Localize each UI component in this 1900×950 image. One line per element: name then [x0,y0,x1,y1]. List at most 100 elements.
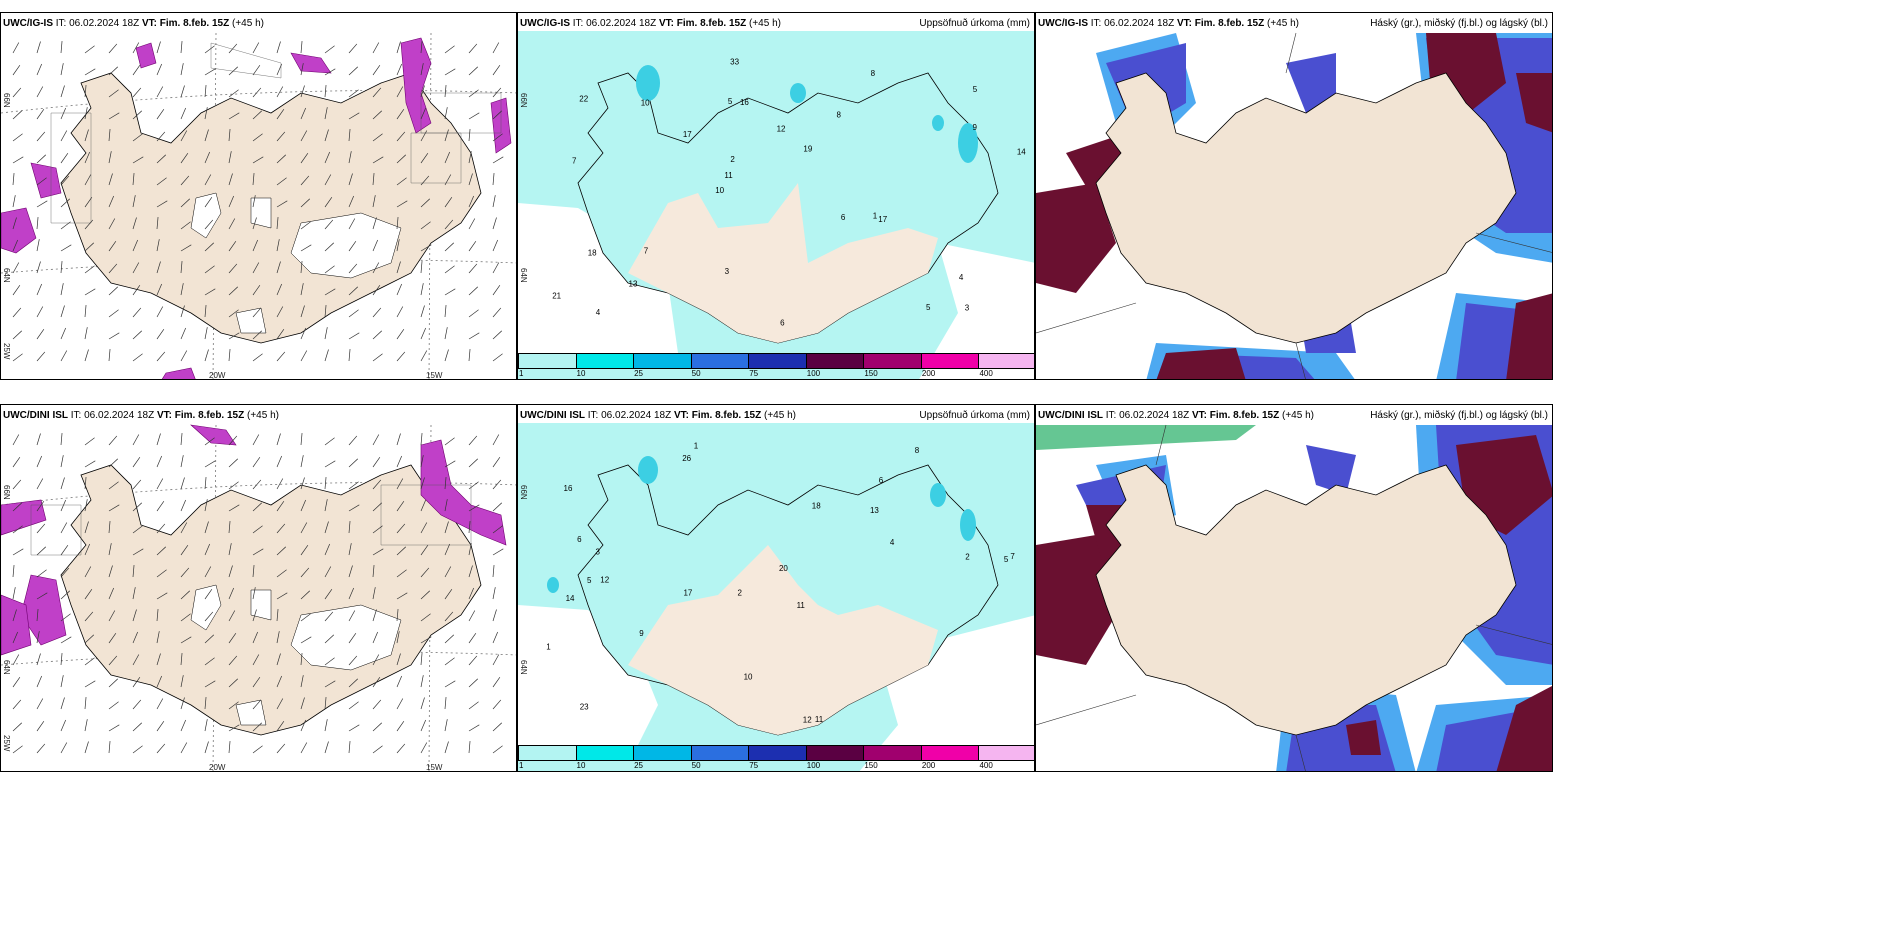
wind-barb [444,242,455,252]
wind-barb [204,719,208,732]
wind-barb [372,565,375,578]
wind-barb [444,477,447,490]
wind-alert-areas [1,424,507,656]
wind-barb [492,479,502,490]
lon-label-25w: 25W [2,735,11,752]
wind-barb [60,742,68,754]
lat-label-64n: 64N [2,660,11,675]
precip-values: 3751084512181721131619172233146911321087… [552,57,1026,327]
wind-barb [468,521,471,534]
wind-barb [252,676,261,688]
wind-barb [372,330,383,340]
wind-barb [36,500,45,512]
wind-barb [204,588,213,600]
valid-time: Fim. 8.feb. 15Z [676,18,747,29]
wind-barb [348,504,360,512]
wind-barb [12,87,22,98]
colorbar-swatch [978,745,1034,761]
wind-barb [156,675,163,688]
wind-barb [348,632,357,644]
wind-barb [300,719,307,732]
wind-barb [396,698,404,710]
wind-barb [60,107,67,120]
colorbar: 1 10 25 50 75 100 150 200 400 [518,353,1034,379]
wind-barb [60,697,65,710]
wind-barb [300,152,309,164]
lat-label-64n: 64N [2,268,11,283]
wind-barb [132,479,142,490]
wind-barb [228,458,239,468]
wind-barb [12,217,17,230]
wind-barb [444,265,455,274]
wind-barb [12,587,16,600]
lead-time: (+45 h) [764,410,796,421]
wind-barb [300,283,304,296]
wind-barb [372,262,380,274]
wind-barb [156,306,164,318]
it-label: IT: [55,18,67,29]
wind-barb [324,680,336,688]
wind-barb [12,631,19,644]
wind-barb [36,653,41,666]
lead-time: (+45 h) [1267,18,1299,29]
field-title: Uppsöfnuð úrkoma (mm) [919,410,1030,421]
colorbar-swatch [575,745,635,761]
wind-barb [252,284,261,296]
wind-barb [108,349,111,362]
wind-barb [132,548,144,556]
wind-barb [492,548,504,556]
lon-label-20w: 20W [209,763,226,772]
wind-barb [156,177,167,186]
wind-barb [300,130,308,142]
colorbar-tick: 400 [979,369,993,378]
model-name: UWC/DINI ISL [1038,410,1103,421]
wind-barb [396,720,405,732]
wind-barb [468,678,479,688]
wind-barb [396,592,408,600]
precip-value: 8 [915,446,920,455]
model-name: UWC/IG-IS [520,18,570,29]
wind-barb [228,332,240,340]
wind-barb [60,221,71,230]
wind-barb [324,219,334,230]
model-name: UWC/IG-IS [1038,18,1088,29]
wind-barb [12,745,23,754]
wind-barb [84,460,96,468]
wind-barb [348,655,358,666]
wind-barb [180,244,192,252]
wind-barb [108,481,119,490]
wind-barb [156,261,161,274]
wind-barb [444,174,452,186]
wind-barb [108,610,116,622]
wind-barb [252,631,259,644]
wind-barb [276,675,283,688]
wind-barb [348,741,351,754]
wind-barb [276,698,284,710]
wind-barb [324,634,335,644]
wind-barb [348,309,359,318]
wind-barb [228,263,238,274]
wind-barb [348,195,355,208]
wind-barb [492,587,496,600]
wind-barb [228,129,231,142]
wind-barb [180,305,185,318]
wind-barb [396,217,399,230]
wind-barb [84,588,93,600]
wind-barb [276,131,286,142]
wind-barb [348,724,360,732]
wind-barb [36,743,46,754]
precip-value: 10 [744,672,753,681]
wind-barb [60,130,68,142]
lead-time: (+45 h) [247,410,279,421]
wind-barb [132,64,141,76]
wind-barb [444,288,456,296]
precip-value: 1 [694,442,699,451]
wind-barb [300,244,312,252]
wind-barb [372,239,379,252]
wind-barb [180,283,184,296]
wind-barb [444,107,448,120]
wind-barb [132,676,141,688]
wind-barb [300,590,311,600]
wind-barb [252,64,261,76]
